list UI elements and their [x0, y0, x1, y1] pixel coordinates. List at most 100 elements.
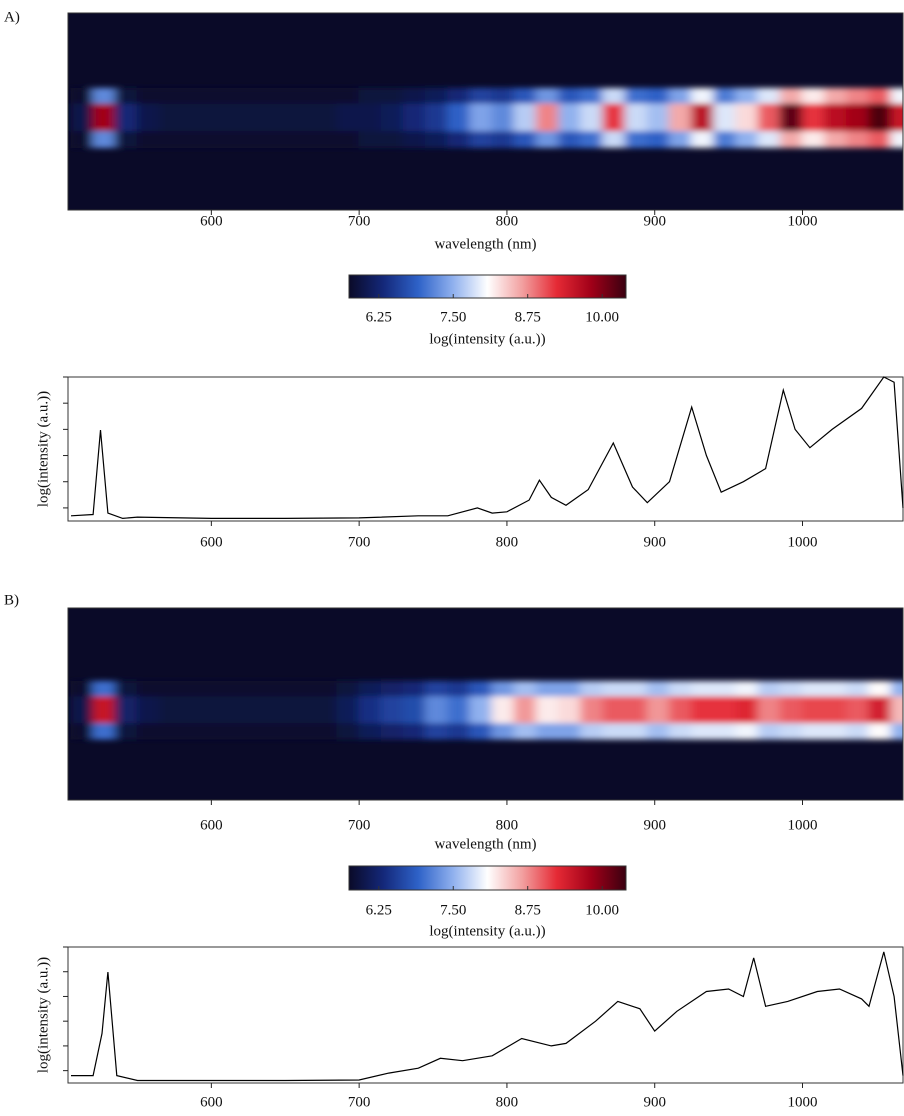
- heatmap-cell: [491, 680, 515, 698]
- heatmap-cell: [314, 680, 338, 698]
- heatmap-cell: [336, 696, 360, 725]
- x-tick-label: 800: [496, 534, 519, 550]
- heatmap-cell: [735, 723, 759, 740]
- heatmap-cell: [624, 103, 648, 133]
- heatmap-cell: [402, 723, 426, 740]
- heatmap-cell: [447, 103, 471, 133]
- x-tick-label: 1000: [788, 534, 818, 550]
- heatmap-cell: [558, 131, 581, 148]
- plot-frame: [67, 376, 904, 522]
- heatmap-cell: [846, 131, 870, 148]
- heatmap-cell: [868, 103, 892, 133]
- heatmap-cell: [203, 131, 227, 148]
- x-tick-label: 800: [496, 817, 519, 833]
- heatmap-cell: [158, 680, 182, 698]
- heatmap-cell: [136, 723, 160, 740]
- heatmap-cell: [291, 696, 315, 725]
- heatmap-cell: [203, 103, 227, 133]
- heatmap-cell: [469, 103, 493, 133]
- colorbar-tick-label: 6.25: [366, 309, 392, 325]
- heatmap-cell: [269, 103, 293, 133]
- heatmap-cell: [92, 103, 116, 133]
- heatmap-cell: [114, 103, 138, 133]
- heatmap-cell: [181, 680, 205, 698]
- heatmap-cell: [269, 696, 293, 725]
- heatmap-cell: [447, 723, 471, 740]
- y-axis-label: log(intensity (a.u.)): [35, 957, 51, 1073]
- heatmap-cell: [868, 696, 892, 725]
- heatmap-cell: [757, 131, 781, 148]
- heatmap-cell: [779, 87, 803, 105]
- heatmap-cell: [824, 103, 848, 133]
- x-tick-label: 1000: [788, 1094, 818, 1110]
- heatmap-cell: [158, 723, 182, 740]
- heatmap-cell: [713, 723, 737, 740]
- heatmap-cell: [602, 87, 626, 105]
- y-axis-label: log(intensity (a.u.)): [35, 391, 51, 507]
- heatmap-cells: [70, 87, 903, 148]
- heatmap-cell: [402, 696, 426, 725]
- heatmap-cell: [735, 103, 759, 133]
- heatmap-cell: [558, 103, 581, 133]
- x-tick-label: 700: [348, 817, 371, 833]
- heatmap-cell: [380, 723, 404, 740]
- colorbar-label: log(intensity (a.u.)): [429, 923, 545, 939]
- heatmap-cell: [447, 680, 471, 698]
- heatmap-cell: [735, 696, 759, 725]
- heatmap-cell: [425, 723, 448, 740]
- heatmap-cell: [691, 680, 714, 698]
- heatmap-cell: [425, 87, 448, 105]
- heatmap-cell: [92, 696, 116, 725]
- x-tick-label: 700: [348, 1094, 371, 1110]
- x-tick-label: 600: [200, 213, 223, 229]
- heatmap-cell: [602, 723, 626, 740]
- heatmap-cell: [136, 87, 160, 105]
- heatmap-cell: [890, 87, 903, 105]
- heatmap-cell: [668, 723, 692, 740]
- heatmap-cell: [70, 696, 94, 725]
- heatmap-cell: [469, 723, 493, 740]
- heatmap-cell: [558, 87, 581, 105]
- x-tick-label: 800: [496, 1094, 519, 1110]
- heatmap-cell: [70, 723, 94, 740]
- heatmap-cell: [691, 723, 714, 740]
- colorbar: [348, 865, 627, 891]
- heatmap-cell: [801, 680, 825, 698]
- heatmap-cell: [646, 103, 670, 133]
- heatmap-cell: [92, 723, 116, 740]
- heatmap-cell: [558, 680, 581, 698]
- heatmap-cell: [513, 696, 537, 725]
- heatmap-cell: [203, 696, 227, 725]
- x-axis-label: wavelength (nm): [434, 836, 536, 852]
- colorbar-label: log(intensity (a.u.)): [429, 331, 545, 347]
- heatmap-cell: [491, 723, 515, 740]
- heatmap-cell: [558, 723, 581, 740]
- heatmap-cell: [668, 87, 692, 105]
- heatmap-cell: [890, 723, 903, 740]
- heatmap-cell: [535, 723, 559, 740]
- heatmap-cell: [668, 680, 692, 698]
- heatmap-cell: [535, 131, 559, 148]
- heatmap-cell: [868, 680, 892, 698]
- heatmap-cell: [513, 680, 537, 698]
- heatmap-cell: [358, 723, 382, 740]
- heatmap-cell: [425, 103, 448, 133]
- heatmap-cell: [602, 103, 626, 133]
- heatmap: [70, 680, 903, 740]
- heatmap-cell: [314, 723, 338, 740]
- colorbar-tick-label: 6.25: [366, 902, 392, 918]
- heatmap-cell: [158, 87, 182, 105]
- x-tick-label: 600: [200, 817, 223, 833]
- x-tick-label: 1000: [788, 213, 818, 229]
- heatmap-cell: [801, 131, 825, 148]
- heatmap-cell: [114, 680, 138, 698]
- heatmap-cell: [314, 87, 338, 105]
- heatmap-cell: [380, 696, 404, 725]
- heatmap-cell: [181, 87, 205, 105]
- heatmap-cell: [380, 103, 404, 133]
- heatmap-cell: [801, 723, 825, 740]
- heatmap-cell: [158, 103, 182, 133]
- heatmap-cell: [269, 131, 293, 148]
- heatmap-cell: [890, 696, 903, 725]
